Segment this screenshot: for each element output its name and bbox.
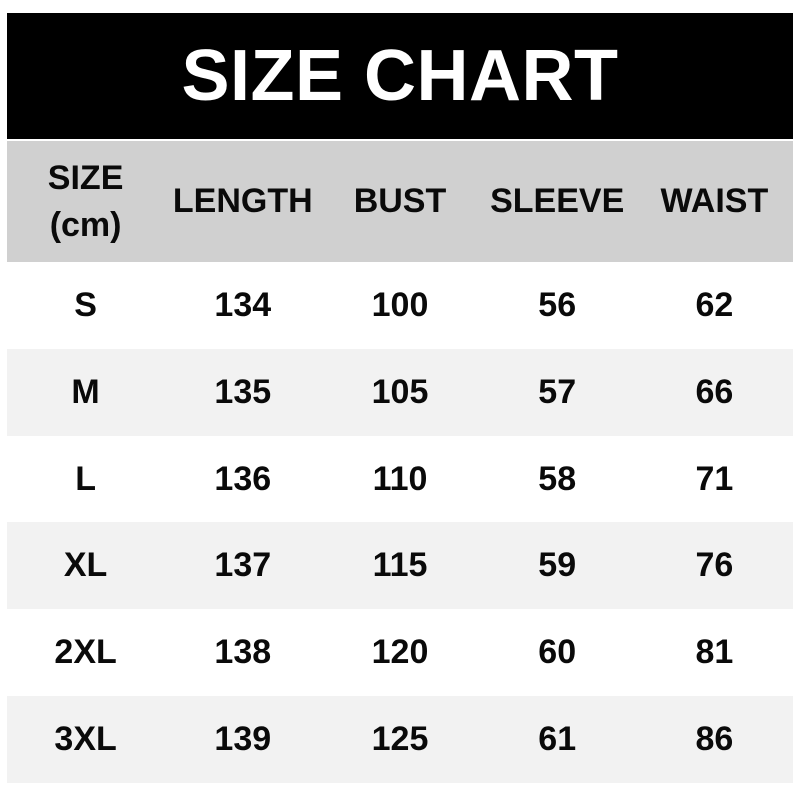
table-row: 3XL 139 125 61 86 xyxy=(7,695,793,783)
page-title: SIZE CHART xyxy=(181,36,619,116)
waist-value: 76 xyxy=(695,546,734,585)
bust-value: 120 xyxy=(371,633,429,672)
sleeve-value: 61 xyxy=(538,719,577,758)
sleeve-value: 60 xyxy=(538,633,577,672)
bust-value: 125 xyxy=(371,719,429,758)
table-row: S 134 100 56 62 xyxy=(7,262,793,349)
size-value: 3XL xyxy=(54,719,117,758)
header-sleeve: SLEEVE xyxy=(490,182,625,221)
table-row: L 136 110 58 71 xyxy=(7,435,793,523)
waist-value: 86 xyxy=(695,719,734,758)
length-value: 139 xyxy=(214,719,272,758)
length-value: 137 xyxy=(214,546,272,585)
header-size-unit: (cm) xyxy=(49,205,122,244)
size-table: SIZE (cm) LENGTH BUST SLEEVE WAIST S 134… xyxy=(7,141,793,783)
bust-value: 110 xyxy=(372,459,428,498)
length-value: 136 xyxy=(214,459,272,498)
sleeve-value: 59 xyxy=(538,546,577,585)
header-size-cell: SIZE (cm) xyxy=(7,141,164,262)
waist-value: 66 xyxy=(695,372,734,411)
header-bust: BUST xyxy=(353,182,447,221)
size-chart-banner: SIZE CHART xyxy=(7,13,793,139)
sleeve-value: 57 xyxy=(538,372,577,411)
waist-value: 71 xyxy=(695,459,734,498)
header-size-label: SIZE xyxy=(47,158,124,197)
sleeve-value: 56 xyxy=(538,285,577,324)
table-row: XL 137 115 59 76 xyxy=(7,522,793,610)
size-value: M xyxy=(71,372,100,411)
size-value: S xyxy=(74,285,97,324)
length-value: 138 xyxy=(214,633,272,672)
bust-value: 105 xyxy=(371,372,429,411)
table-header-row: SIZE (cm) LENGTH BUST SLEEVE WAIST xyxy=(7,141,793,262)
size-value: L xyxy=(75,459,96,498)
table-row: 2XL 138 120 60 81 xyxy=(7,609,793,696)
header-length: LENGTH xyxy=(172,182,313,221)
bust-value: 100 xyxy=(371,285,429,324)
length-value: 135 xyxy=(214,372,272,411)
size-value: XL xyxy=(63,546,108,585)
sleeve-value: 58 xyxy=(538,459,577,498)
waist-value: 62 xyxy=(695,285,734,324)
table-row: M 135 105 57 66 xyxy=(7,348,793,436)
table-body: S 134 100 56 62 M 135 105 57 66 L 136 11… xyxy=(7,262,793,783)
size-value: 2XL xyxy=(54,633,117,672)
length-value: 134 xyxy=(214,285,272,324)
waist-value: 81 xyxy=(695,633,734,672)
bust-value: 115 xyxy=(372,546,428,585)
header-waist: WAIST xyxy=(660,182,769,221)
